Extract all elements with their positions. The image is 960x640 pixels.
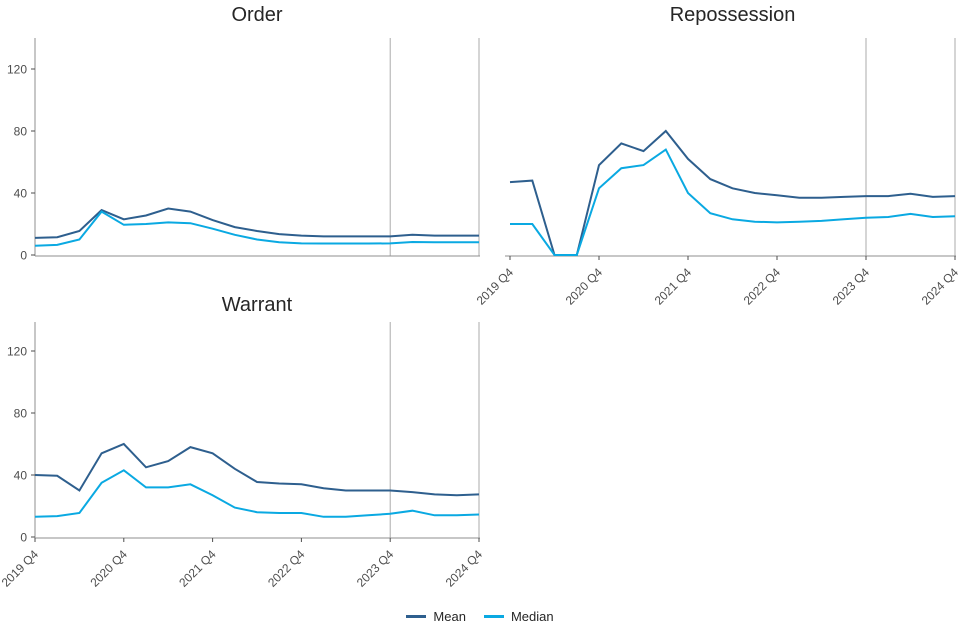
svg-text:80: 80 (14, 125, 28, 139)
svg-text:120: 120 (7, 345, 27, 359)
median-line-swatch (483, 614, 504, 618)
svg-text:2019 Q4: 2019 Q4 (0, 547, 41, 590)
svg-text:2023 Q4: 2023 Q4 (830, 265, 873, 308)
order-plot-canvas: 0 40 80 120 (7, 38, 480, 263)
svg-text:2024 Q4: 2024 Q4 (443, 547, 486, 590)
chart-title-order: Order (231, 4, 283, 26)
chart-order: Order 0 40 80 120 (0, 0, 485, 310)
legend-label-mean: Mean (433, 608, 466, 624)
warrant-plot-canvas: 0 40 80 120 2019 Q4 2020 Q4 2021 Q4 2022 Q4 2023… (0, 322, 486, 590)
svg-text:2024 Q4: 2024 Q4 (919, 265, 960, 308)
svg-text:40: 40 (14, 469, 28, 483)
svg-text:2020 Q4: 2020 Q4 (87, 547, 130, 590)
svg-text:2023 Q4: 2023 Q4 (354, 547, 397, 590)
chart-repossession: Repossession 2019 Q4 2020 Q4 2021 Q4 2022 Q… (474, 0, 960, 310)
chart-warrant: Warrant 0 40 80 120 2019 Q4 2020 Q4 2021 Q4 202… (0, 290, 500, 640)
svg-text:2022 Q4: 2022 Q4 (265, 547, 308, 590)
svg-text:0: 0 (20, 249, 27, 263)
chart-title-warrant: Warrant (221, 294, 293, 316)
svg-text:2020 Q4: 2020 Q4 (563, 265, 606, 308)
mean-line-swatch (406, 614, 427, 618)
svg-text:120: 120 (7, 63, 27, 77)
svg-text:2022 Q4: 2022 Q4 (741, 265, 784, 308)
legend-item-mean: Mean (406, 609, 466, 624)
legend-label-median: Median (510, 608, 554, 624)
svg-text:2021 Q4: 2021 Q4 (176, 547, 219, 590)
svg-text:0: 0 (20, 531, 27, 545)
repossession-plot-canvas: 2019 Q4 2020 Q4 2021 Q4 2022 Q4 2023 Q4 2024 … (474, 38, 960, 308)
legend: Mean Median (0, 606, 960, 626)
svg-text:2021 Q4: 2021 Q4 (652, 265, 695, 308)
legend-item-median: Median (483, 608, 554, 624)
svg-text:40: 40 (14, 187, 28, 201)
svg-text:80: 80 (14, 407, 28, 421)
chart-title-repossession: Repossession (669, 4, 796, 26)
